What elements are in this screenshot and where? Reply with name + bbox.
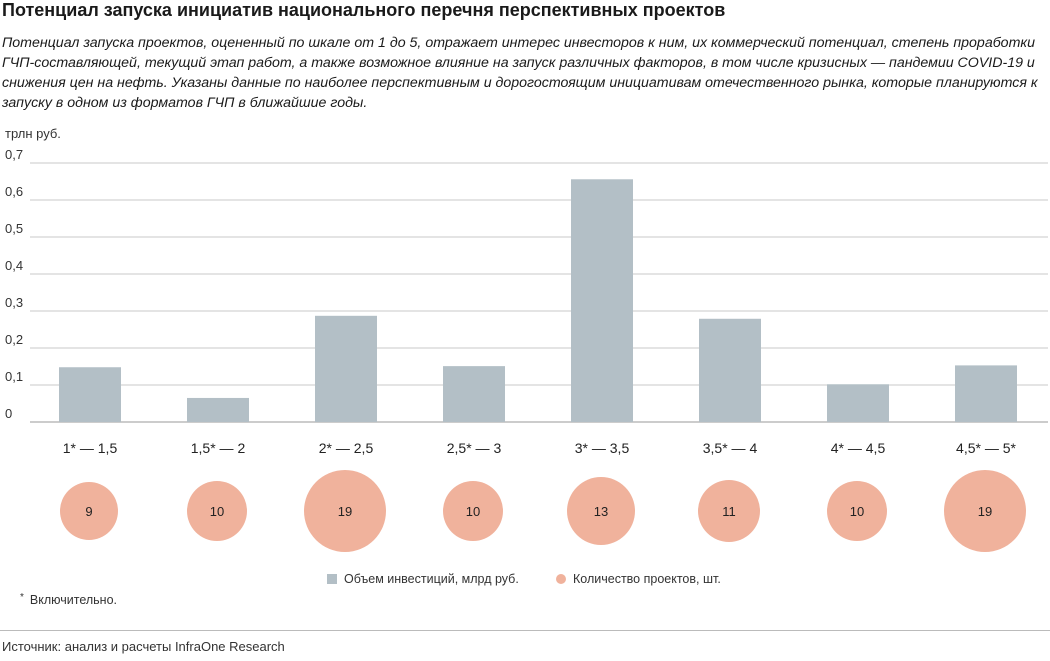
bar: [827, 384, 889, 422]
legend-label-investment: Объем инвестиций, млрд руб.: [344, 572, 519, 586]
y-tick-label: 0,2: [5, 332, 23, 347]
y-axis-unit-label: трлн руб.: [5, 126, 61, 141]
bar: [571, 179, 633, 422]
bar: [955, 365, 1017, 422]
x-tick-label: 3* — 3,5: [575, 440, 630, 456]
count-label: 9: [85, 504, 92, 519]
footnote-marker: *: [20, 592, 24, 603]
chart-area: 0 0,1 0,2 0,3 0,4 0,5 0,6 0,7 1* — 1,5 9 1,5* — 2 1…: [5, 147, 1048, 552]
footnote-text: Включительно.: [29, 593, 117, 607]
y-tick-label: 0,7: [5, 147, 23, 162]
footnote: * Включительно.: [20, 592, 117, 607]
chart-subtitle: Потенциал запуска проектов, оцененный по…: [2, 35, 1038, 111]
legend-label-count: Количество проектов, шт.: [573, 572, 721, 586]
count-label: 19: [978, 504, 992, 519]
legend-item-count: Количество проектов, шт.: [556, 572, 721, 586]
y-tick-label: 0: [5, 406, 12, 421]
count-label: 19: [338, 504, 352, 519]
y-tick-label: 0,1: [5, 369, 23, 384]
bar: [443, 366, 505, 422]
chart-title: Потенциал запуска инициатив национальног…: [2, 0, 726, 20]
y-tick-label: 0,3: [5, 295, 23, 310]
count-circle: [567, 477, 635, 545]
x-tick-label: 4,5* — 5*: [956, 440, 1016, 456]
count-label: 10: [466, 504, 480, 519]
x-tick-label: 2,5* — 3: [447, 440, 502, 456]
x-tick-label: 3,5* — 4: [703, 440, 758, 456]
count-circle: [827, 481, 887, 541]
count-circle: [443, 481, 503, 541]
legend-swatch-circle: [556, 574, 566, 584]
count-circle: [698, 480, 760, 542]
count-circle: [60, 482, 118, 540]
divider: [0, 630, 1050, 631]
count-circle: [304, 470, 386, 552]
count-label: 13: [594, 504, 608, 519]
x-tick-label: 1* — 1,5: [63, 440, 118, 456]
y-tick-label: 0,4: [5, 258, 23, 273]
bar: [59, 367, 121, 422]
count-label: 11: [722, 504, 736, 519]
count-circle: [944, 470, 1026, 552]
bar: [315, 315, 377, 422]
x-tick-label: 2* — 2,5: [319, 440, 374, 456]
bar: [699, 318, 761, 422]
count-circle: [187, 481, 247, 541]
bar: [187, 397, 249, 422]
x-tick-label: 1,5* — 2: [191, 440, 246, 456]
y-tick-label: 0,5: [5, 221, 23, 236]
y-tick-label: 0,6: [5, 184, 23, 199]
count-label: 10: [210, 504, 224, 519]
legend-item-investment: Объем инвестиций, млрд руб.: [327, 572, 519, 586]
count-label: 10: [850, 504, 864, 519]
x-tick-label: 4* — 4,5: [831, 440, 886, 456]
legend-swatch-bar: [327, 574, 337, 584]
source-note: Источник: анализ и расчеты InfraOne Rese…: [2, 639, 285, 654]
